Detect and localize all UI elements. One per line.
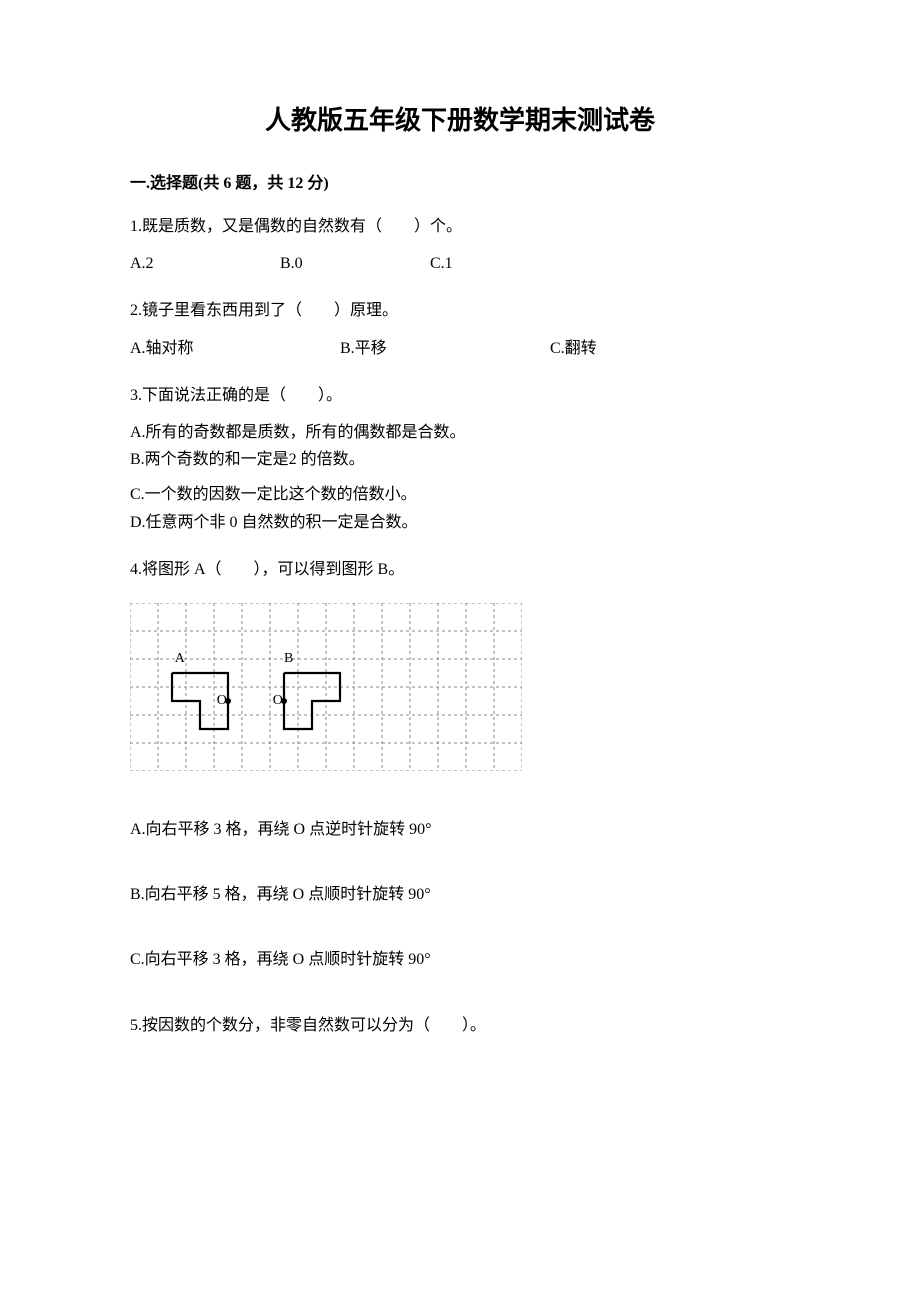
- grid-label: O': [273, 693, 286, 708]
- option-c: C.1: [430, 250, 453, 277]
- option-c: C.向右平移 3 格，再绕 O 点顺时针旋转 90°: [130, 946, 790, 973]
- option-b: B.0: [280, 250, 430, 277]
- option-b: B.平移: [340, 335, 550, 362]
- grid-svg: A B O O': [130, 603, 522, 771]
- options-row: A.轴对称 B.平移 C.翻转: [130, 335, 790, 362]
- option-c: C.一个数的因数一定比这个数的倍数小。: [130, 481, 530, 508]
- option-a: A.向右平移 3 格，再绕 O 点逆时针旋转 90°: [130, 816, 790, 843]
- grid-label: B: [284, 651, 293, 666]
- question-5: 5.按因数的个数分，非零自然数可以分为（ ）。: [130, 1012, 790, 1039]
- option-b: B.向右平移 5 格，再绕 O 点顺时针旋转 90°: [130, 881, 790, 908]
- grid-figure: A B O O': [130, 603, 790, 780]
- question-2: 2.镜子里看东西用到了（ ）原理。 A.轴对称 B.平移 C.翻转: [130, 297, 790, 361]
- page-title: 人教版五年级下册数学期末测试卷: [130, 100, 790, 137]
- question-text: 3.下面说法正确的是（ ）。: [130, 382, 790, 409]
- question-3: 3.下面说法正确的是（ ）。 A.所有的奇数都是质数，所有的偶数都是合数。 B.…: [130, 382, 790, 536]
- option-a: A.轴对称: [130, 335, 340, 362]
- section-heading: 一.选择题(共 6 题，共 12 分): [130, 169, 790, 193]
- grid-label: A: [175, 651, 186, 666]
- option-a: A.2: [130, 250, 280, 277]
- question-text: 4.将图形 A（ ），可以得到图形 B。: [130, 556, 790, 583]
- question-4: 4.将图形 A（ ），可以得到图形 B。 A B O O' A.向右平移 3 格，再绕…: [130, 556, 790, 974]
- options-row: C.一个数的因数一定比这个数的倍数小。 D.任意两个非 0 自然数的积一定是合数…: [130, 481, 790, 535]
- option-d: D.任意两个非 0 自然数的积一定是合数。: [130, 509, 418, 536]
- options-row: A.2 B.0 C.1: [130, 250, 790, 277]
- question-text: 5.按因数的个数分，非零自然数可以分为（ ）。: [130, 1012, 790, 1039]
- option-c: C.翻转: [550, 335, 597, 362]
- grid-label: O: [217, 693, 227, 708]
- option-a: A.所有的奇数都是质数，所有的偶数都是合数。: [130, 419, 560, 446]
- option-b: B.两个奇数的和一定是2 的倍数。: [130, 446, 365, 473]
- question-1: 1.既是质数，又是偶数的自然数有（ ）个。 A.2 B.0 C.1: [130, 213, 790, 277]
- question-text: 1.既是质数，又是偶数的自然数有（ ）个。: [130, 213, 790, 240]
- question-text: 2.镜子里看东西用到了（ ）原理。: [130, 297, 790, 324]
- options-row: A.所有的奇数都是质数，所有的偶数都是合数。 B.两个奇数的和一定是2 的倍数。: [130, 419, 790, 473]
